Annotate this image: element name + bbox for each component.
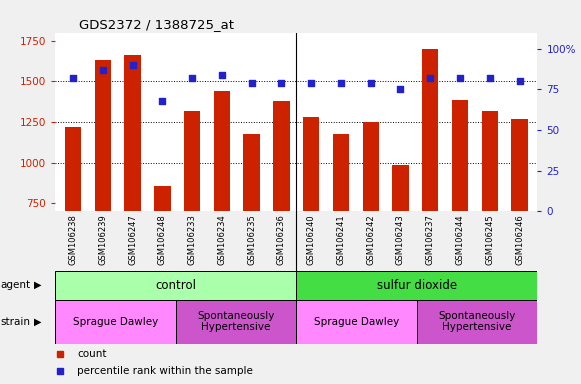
Text: ▶: ▶ — [34, 280, 41, 290]
Bar — [392, 165, 408, 211]
Text: Spontaneously
Hypertensive: Spontaneously Hypertensive — [198, 311, 275, 333]
Point — [98, 67, 107, 73]
Point — [485, 75, 494, 81]
Text: percentile rank within the sample: percentile rank within the sample — [77, 366, 253, 376]
Text: count: count — [77, 349, 106, 359]
Text: GSM106244: GSM106244 — [456, 214, 465, 265]
Bar — [363, 122, 379, 211]
Text: Sprague Dawley: Sprague Dawley — [73, 316, 158, 327]
Text: GSM106233: GSM106233 — [188, 214, 196, 265]
Bar — [303, 117, 320, 211]
Bar — [243, 134, 260, 211]
Point — [307, 80, 316, 86]
Point — [336, 80, 346, 86]
Bar — [452, 100, 468, 211]
Point — [277, 80, 286, 86]
Text: strain: strain — [1, 316, 31, 327]
Text: GSM106239: GSM106239 — [98, 214, 107, 265]
Point — [217, 72, 227, 78]
Bar — [184, 111, 200, 211]
Text: sulfur dioxide: sulfur dioxide — [377, 279, 457, 291]
Bar — [154, 186, 171, 211]
Bar — [422, 49, 439, 211]
Text: GSM106241: GSM106241 — [336, 214, 346, 265]
Bar — [296, 300, 417, 344]
Bar — [511, 119, 528, 211]
Bar — [55, 300, 176, 344]
Text: Spontaneously
Hypertensive: Spontaneously Hypertensive — [439, 311, 516, 333]
Text: GSM106234: GSM106234 — [217, 214, 227, 265]
Point — [69, 75, 78, 81]
Bar — [65, 127, 81, 211]
Point — [157, 98, 167, 104]
Text: GSM106237: GSM106237 — [426, 214, 435, 265]
Text: GSM106235: GSM106235 — [247, 214, 256, 265]
Bar — [176, 300, 296, 344]
Point — [128, 62, 137, 68]
Bar — [482, 111, 498, 211]
Point — [396, 86, 405, 93]
Point — [188, 75, 197, 81]
Text: GSM106245: GSM106245 — [485, 214, 494, 265]
Text: GSM106246: GSM106246 — [515, 214, 524, 265]
Bar — [333, 134, 349, 211]
Bar — [95, 60, 111, 211]
Bar — [296, 271, 537, 300]
Text: GSM106243: GSM106243 — [396, 214, 405, 265]
Bar — [273, 101, 289, 211]
Point — [366, 80, 375, 86]
Bar — [417, 300, 537, 344]
Point — [456, 75, 465, 81]
Text: GSM106242: GSM106242 — [366, 214, 375, 265]
Bar — [55, 271, 296, 300]
Text: GSM106236: GSM106236 — [277, 214, 286, 265]
Text: GDS2372 / 1388725_at: GDS2372 / 1388725_at — [79, 18, 234, 31]
Text: Sprague Dawley: Sprague Dawley — [314, 316, 399, 327]
Text: ▶: ▶ — [34, 316, 41, 327]
Text: GSM106240: GSM106240 — [307, 214, 315, 265]
Point — [426, 75, 435, 81]
Text: GSM106238: GSM106238 — [69, 214, 77, 265]
Point — [515, 78, 524, 84]
Bar — [124, 55, 141, 211]
Bar — [214, 91, 230, 211]
Point — [247, 80, 256, 86]
Text: agent: agent — [1, 280, 31, 290]
Text: GSM106247: GSM106247 — [128, 214, 137, 265]
Text: GSM106248: GSM106248 — [158, 214, 167, 265]
Text: control: control — [155, 279, 196, 291]
